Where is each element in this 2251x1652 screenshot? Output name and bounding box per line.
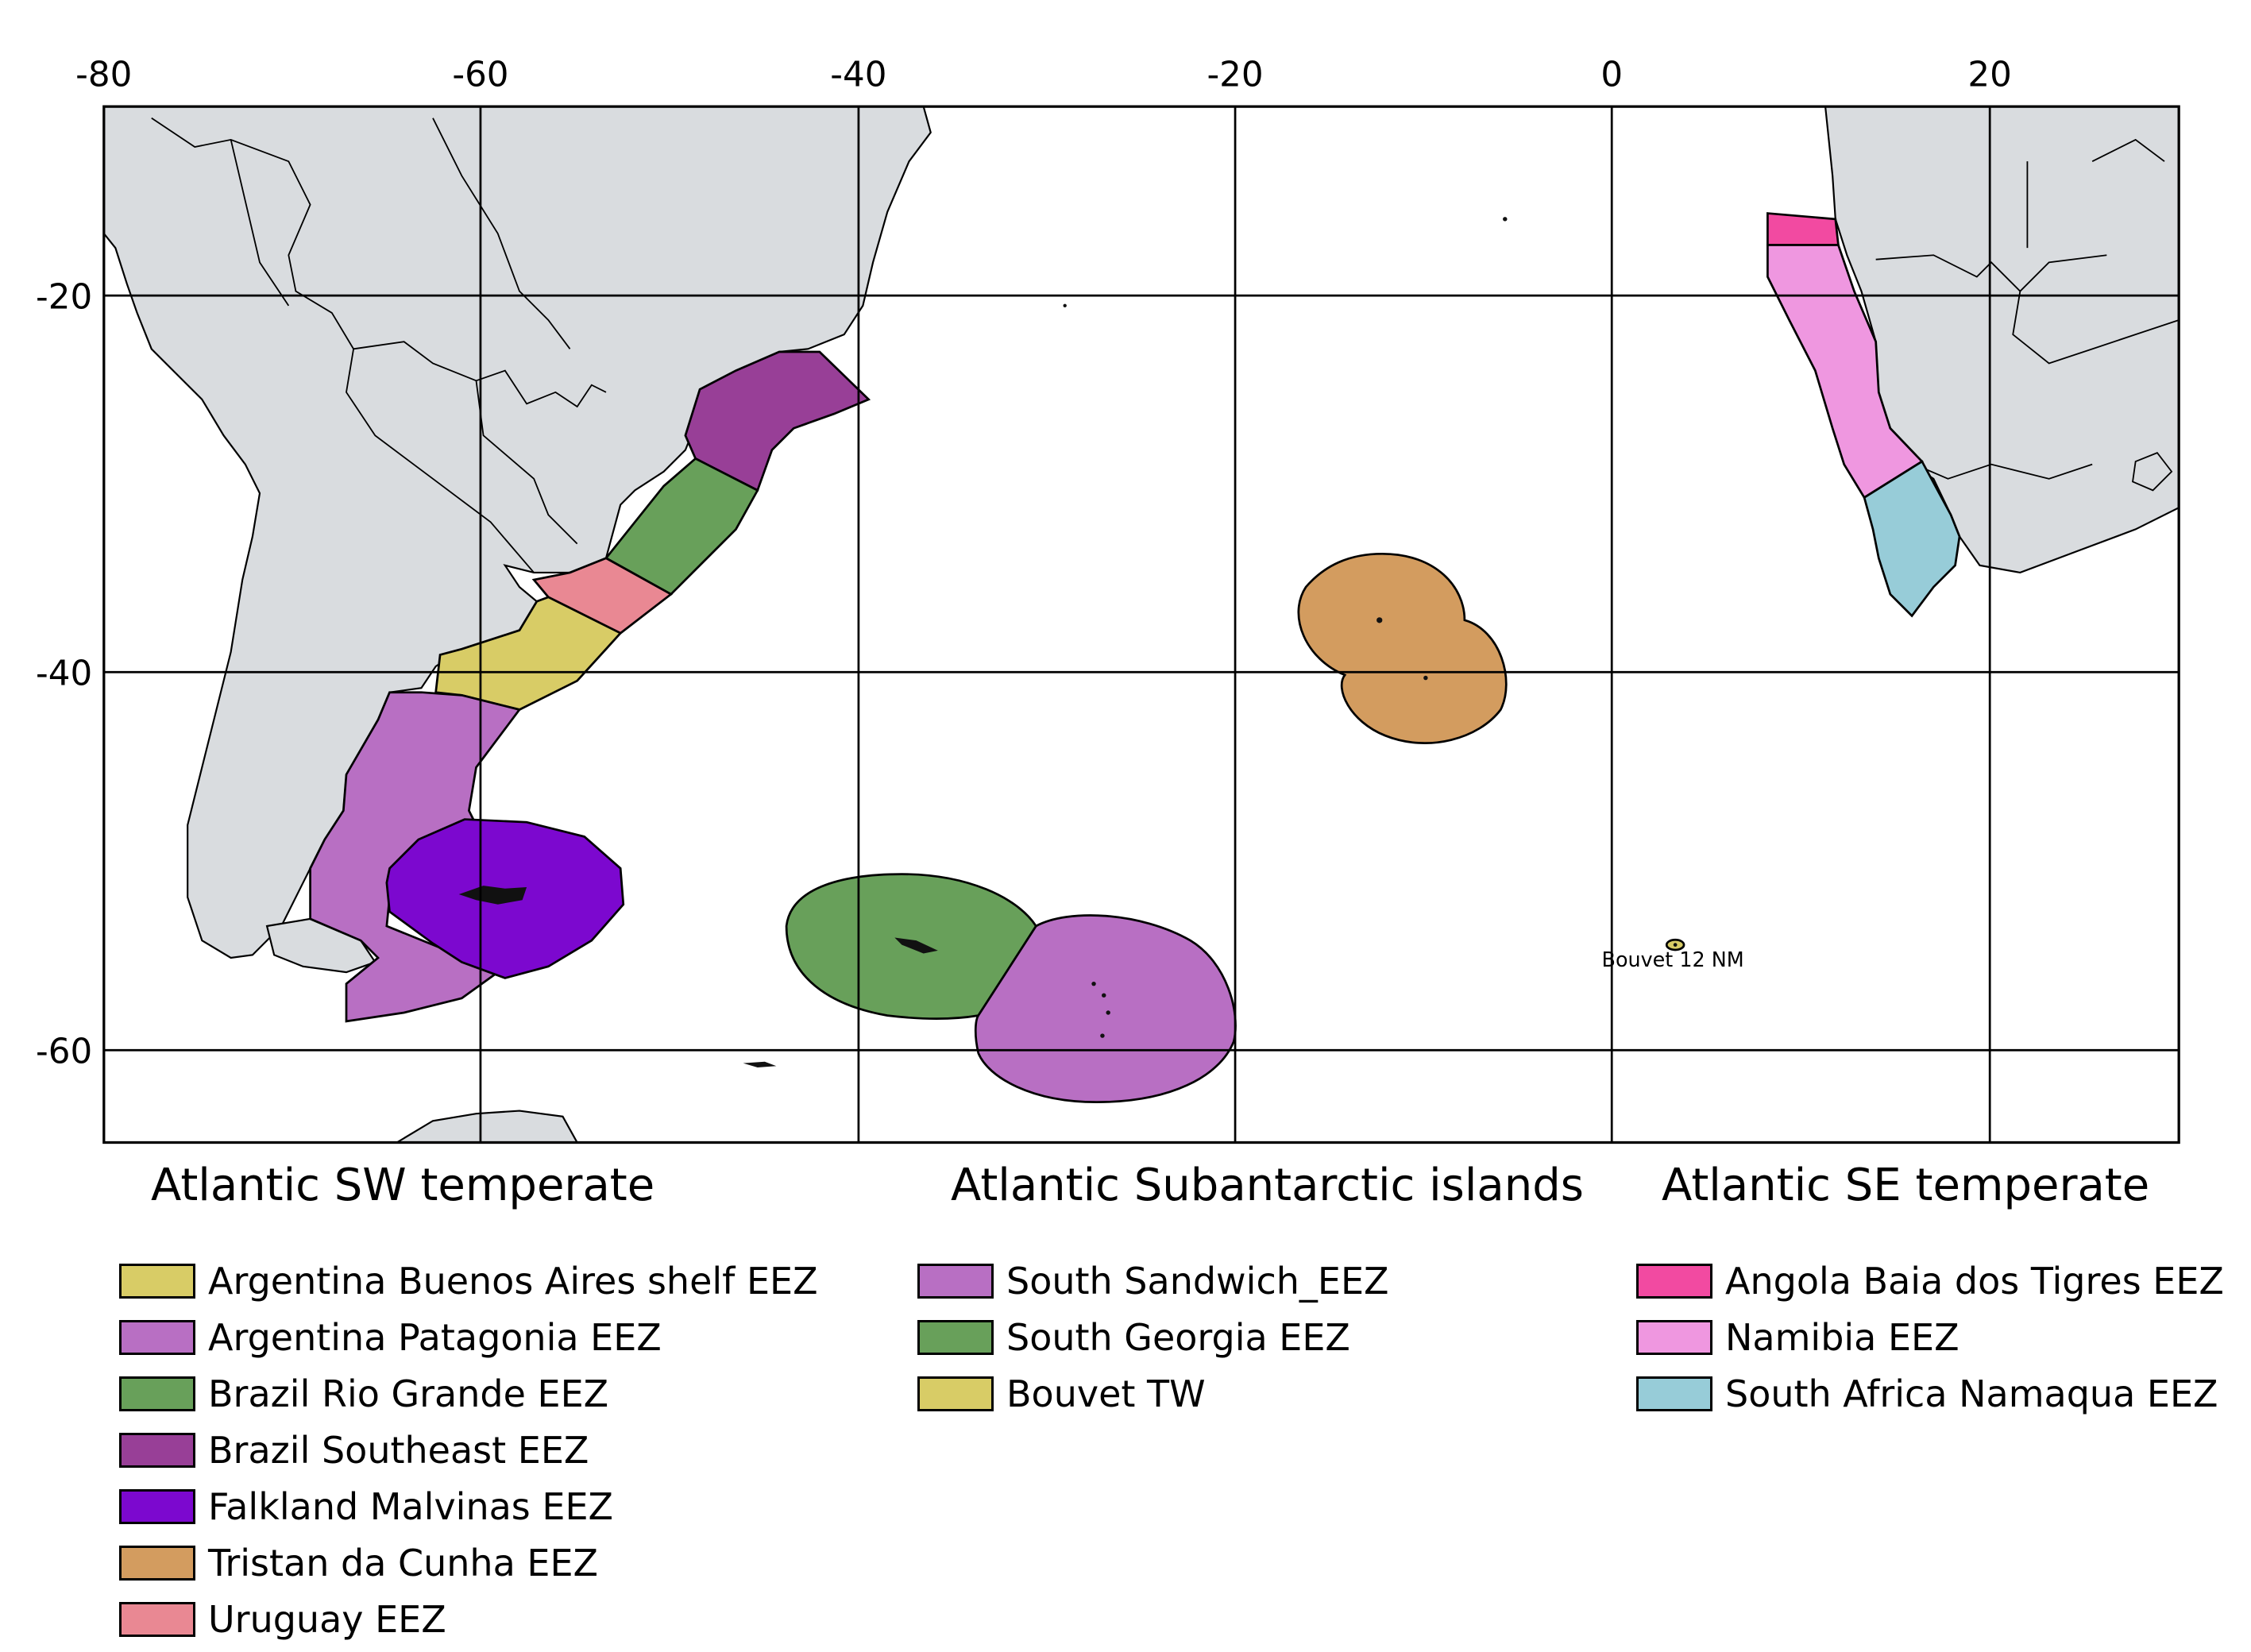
falkland-islands-land — [458, 886, 527, 905]
eez-tristan-da-cunha[interactable] — [1297, 552, 1508, 744]
legend-swatch — [119, 1263, 195, 1299]
border-lines-africa — [1875, 138, 2180, 492]
legend-swatch — [119, 1376, 195, 1411]
legend-swatch — [1636, 1319, 1712, 1355]
south-sandwich-islands-land — [1106, 1010, 1110, 1015]
south-sandwich-islands-land — [1102, 993, 1106, 998]
bouvet-map-label: Bouvet 12 NM — [1602, 948, 1744, 971]
legend-label: Argentina Patagonia EEZ — [208, 1315, 662, 1359]
legend-item: Argentina Buenos Aires shelf EEZ — [119, 1253, 818, 1309]
legend-label: Brazil Rio Grande EEZ — [208, 1372, 609, 1415]
y-tick-label: -40 — [36, 654, 92, 694]
legend-group-atlantic-se-temperate: Atlantic SE temperate Angola Baia dos Ti… — [1636, 1160, 2224, 1422]
legend-swatch — [917, 1376, 994, 1411]
legend-group-title: Atlantic SW temperate — [151, 1160, 655, 1211]
x-tick-label: 0 — [1600, 56, 1623, 95]
legend-item: South Georgia EEZ — [917, 1309, 1584, 1365]
legend-label: Falkland Malvinas EEZ — [208, 1484, 614, 1528]
legend-item: Namibia EEZ — [1636, 1309, 2224, 1365]
legend-swatch — [917, 1263, 994, 1299]
south-sandwich-islands-land — [1100, 1033, 1105, 1038]
eez-south-africa-namaqua[interactable] — [1863, 460, 1961, 618]
south-sandwich-islands-land — [1091, 981, 1096, 986]
south-orkney-islands-land — [743, 1061, 777, 1068]
graticule — [103, 106, 2180, 1143]
legend-item: Angola Baia dos Tigres EEZ — [1636, 1253, 2224, 1309]
legend-label: Argentina Buenos Aires shelf EEZ — [208, 1259, 818, 1303]
legend-group-atlantic-sw-temperate: Atlantic SW temperate Argentina Buenos A… — [119, 1160, 818, 1647]
legend-swatch — [1636, 1263, 1712, 1299]
tristan-da-cunha-island-land — [1376, 617, 1383, 623]
legend-item: Brazil Rio Grande EEZ — [119, 1365, 818, 1422]
legend-label: Bouvet TW — [1006, 1372, 1206, 1415]
x-tick-label: -60 — [452, 56, 508, 95]
legend-label: South Africa Namaqua EEZ — [1725, 1372, 2218, 1415]
legend-swatch — [917, 1319, 994, 1355]
x-tick-label: 20 — [1967, 56, 2011, 95]
legend-label: Namibia EEZ — [1725, 1315, 1959, 1359]
south-georgia-island-land — [894, 937, 938, 954]
legend-label: Uruguay EEZ — [208, 1597, 446, 1641]
legend-swatch — [119, 1488, 195, 1524]
legend-item: Tristan da Cunha EEZ — [119, 1534, 818, 1591]
legend-item: Brazil Southeast EEZ — [119, 1422, 818, 1478]
bouvet-island-land — [1673, 943, 1678, 947]
legend-label: Brazil Southeast EEZ — [208, 1428, 589, 1472]
eez-angola-baia-dos-tigres[interactable] — [1766, 212, 1840, 246]
map-frame — [102, 105, 2180, 1144]
y-tick-label: -20 — [36, 277, 92, 317]
legend-group-title: Atlantic SE temperate — [1662, 1160, 2150, 1211]
legend-item: South Africa Namaqua EEZ — [1636, 1365, 2224, 1422]
y-tick-label: -60 — [36, 1032, 92, 1072]
legend-item: Falkland Malvinas EEZ — [119, 1478, 818, 1534]
map-figure: -80 -60 -40 -20 0 20 -20 -40 -60 Bouvet … — [36, 56, 2180, 1144]
legend-group-title: Atlantic Subantarctic islands — [951, 1160, 1584, 1211]
legend-swatch — [1636, 1376, 1712, 1411]
x-tick-label: -80 — [75, 56, 132, 95]
legend-item: South Sandwich_EEZ — [917, 1253, 1584, 1309]
eez-south-sandwich[interactable] — [974, 914, 1237, 1103]
legend-swatch — [119, 1432, 195, 1468]
legend-item: Bouvet TW — [917, 1365, 1584, 1422]
legend-swatch — [119, 1319, 195, 1355]
eez-brazil-southeast[interactable] — [684, 350, 871, 492]
legend-label: South Sandwich_EEZ — [1006, 1259, 1389, 1303]
legend-item: Argentina Patagonia EEZ — [119, 1309, 818, 1365]
legend-swatch — [119, 1545, 195, 1581]
trindade-island-land — [1063, 303, 1067, 308]
legend-group-atlantic-subantarctic-islands: Atlantic Subantarctic islands South Sand… — [917, 1160, 1584, 1422]
legend-swatch — [119, 1601, 195, 1637]
x-tick-label: -40 — [830, 56, 886, 95]
legend-label: South Georgia EEZ — [1006, 1315, 1350, 1359]
legend-label: Angola Baia dos Tigres EEZ — [1725, 1259, 2224, 1303]
legend-label: Tristan da Cunha EEZ — [208, 1541, 599, 1584]
legend-item: Uruguay EEZ — [119, 1591, 818, 1647]
x-tick-label: -20 — [1207, 56, 1263, 95]
st-helena-island-land — [1503, 217, 1508, 222]
border-lines-south-america — [151, 117, 607, 775]
antarctic-peninsula-land — [395, 1110, 578, 1143]
gough-island-land — [1423, 675, 1428, 681]
